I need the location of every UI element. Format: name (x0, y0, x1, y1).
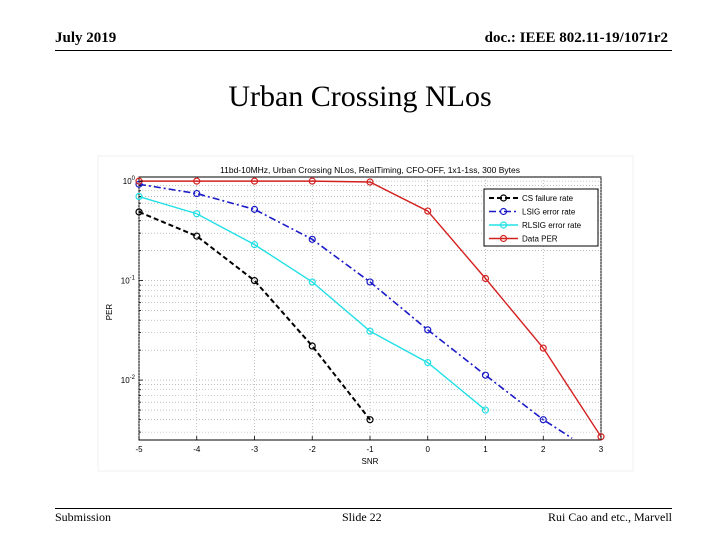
x-tick-label: -4 (193, 445, 201, 454)
legend-label: Data PER (522, 235, 558, 244)
legend-box (483, 188, 599, 247)
legend-swatch-marker (499, 194, 508, 202)
y-tick-label: 10-2 (121, 375, 136, 385)
legend-label: CS failure rate (522, 194, 574, 203)
data-point (366, 178, 374, 186)
y-tick-label: 10-1 (121, 276, 136, 286)
series-cs-failure-rate (135, 208, 374, 424)
legend-swatch-marker (499, 207, 508, 216)
legend: CS failure rate LSIG error rate RLSIG erro… (483, 188, 599, 247)
data-point (193, 232, 201, 240)
data-point (424, 326, 432, 334)
data-point (308, 177, 316, 185)
x-tick-label: 0 (426, 445, 431, 454)
header-doc-id: doc.: IEEE 802.11-19/1071r2 (484, 30, 668, 46)
x-tick-label: 1 (483, 445, 488, 454)
grid (138, 177, 602, 440)
slide-title: Urban Crossing NLos (228, 80, 492, 113)
footer-divider (55, 508, 672, 509)
series-line (138, 195, 486, 411)
legend-swatch-marker (499, 234, 508, 243)
x-tick-label: 3 (599, 445, 604, 454)
x-tick-label: -2 (309, 445, 317, 454)
data-point (366, 416, 374, 424)
series-line (138, 183, 573, 439)
series-lsig-error-rate (135, 180, 573, 439)
series-line (139, 180, 602, 438)
data-point (481, 371, 490, 379)
series-layer (135, 177, 605, 441)
data-point (539, 344, 547, 352)
x-tick-label: -3 (251, 445, 259, 454)
axes-layer: -5 -4 -3 -2 -1 0 1 2 3 100 10-1 10-2 (121, 176, 604, 454)
data-point (250, 241, 259, 249)
header-date: July 2019 (55, 30, 117, 46)
data-point (308, 235, 316, 243)
data-point (481, 274, 490, 283)
data-point (193, 177, 201, 185)
data-point (193, 210, 201, 218)
data-point (193, 189, 201, 198)
x-tick-label: -1 (366, 445, 374, 454)
data-point (250, 277, 259, 285)
data-point (308, 342, 316, 350)
x-axis-label: SNR (362, 457, 379, 466)
data-point (539, 416, 547, 424)
series-rlsig-error-rate (135, 192, 490, 414)
data-point (424, 358, 432, 367)
data-point (135, 208, 143, 216)
footer-authors: Rui Cao and etc., Marvell (548, 510, 672, 524)
chart-title: 11bd-10MHz, Urban Crossing NLos, RealTim… (220, 165, 520, 175)
y-axis-label: PER (105, 304, 114, 321)
x-tick-label: 2 (541, 445, 546, 454)
legend-label: RLSIG error rate (522, 221, 582, 230)
y-tick-label: 100 (123, 176, 136, 186)
footer-slide-number: Slide 22 (342, 510, 382, 524)
series-line (138, 211, 371, 421)
legend-label: LSIG error rate (522, 208, 576, 217)
data-point (250, 205, 259, 213)
legend-swatch-marker (499, 221, 508, 229)
data-point (481, 406, 490, 414)
data-point (250, 177, 259, 185)
header-divider (55, 50, 672, 51)
data-point (366, 278, 374, 286)
series-data-per (135, 177, 605, 441)
data-point (135, 192, 143, 201)
data-point (366, 327, 374, 335)
data-point (424, 207, 432, 215)
x-tick-label: -5 (135, 445, 143, 454)
data-point (308, 278, 316, 286)
footer-submission: Submission (55, 510, 112, 524)
